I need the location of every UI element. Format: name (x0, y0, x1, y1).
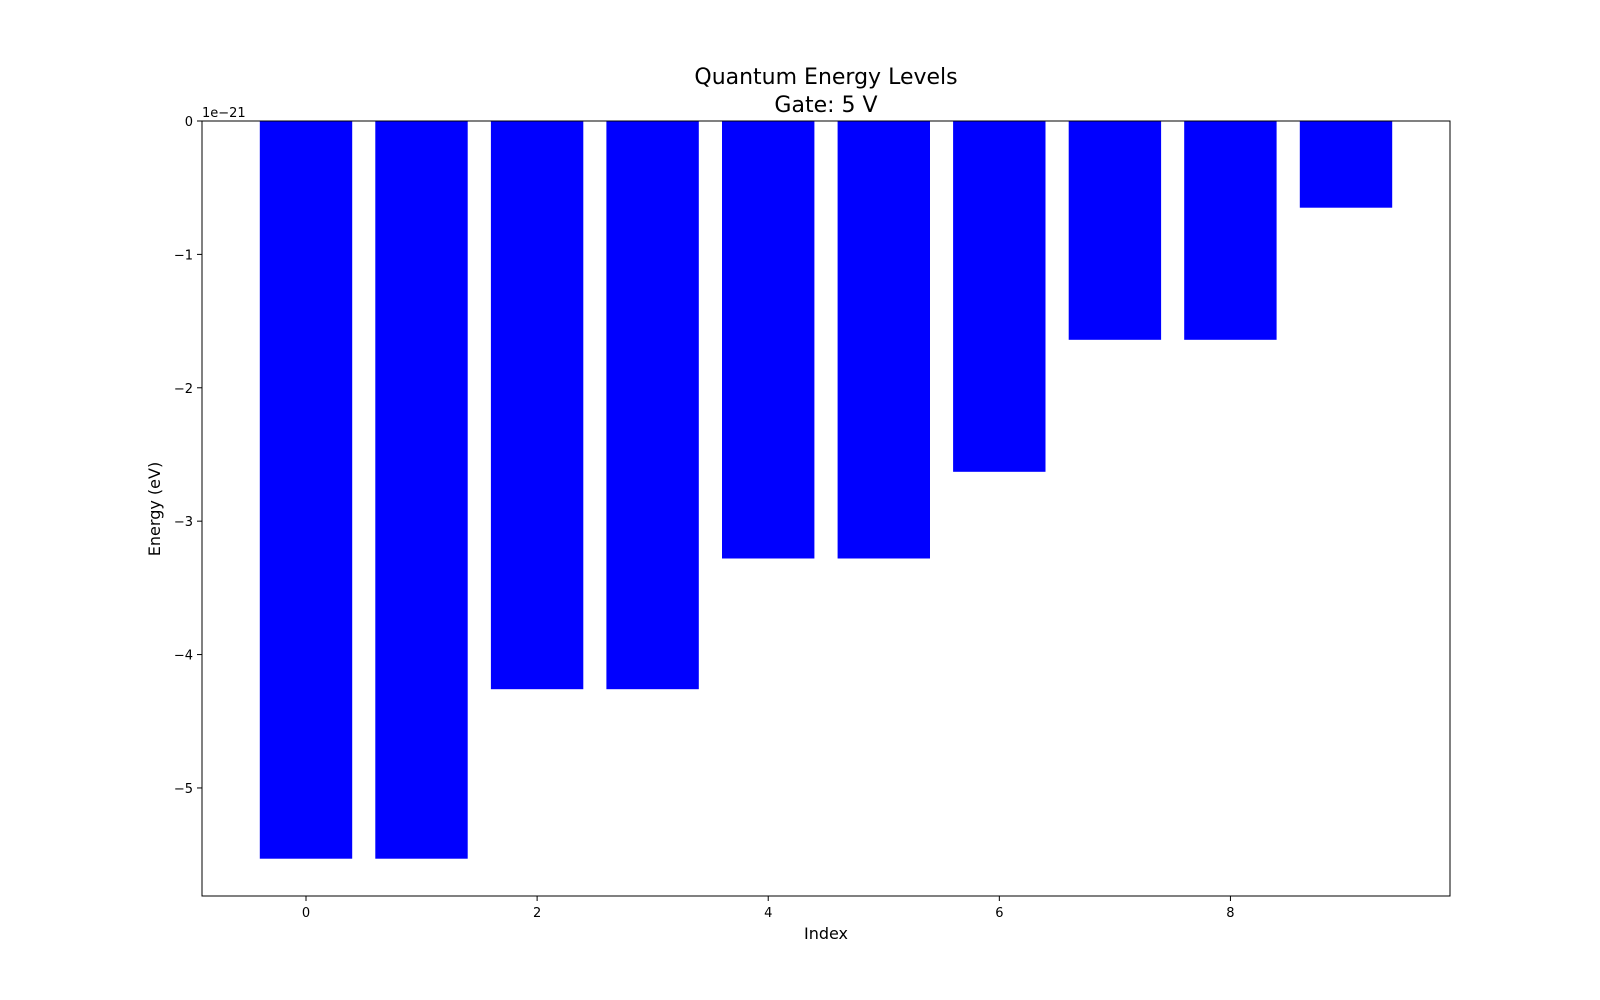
y-tick-label: −3 (174, 515, 193, 530)
x-axis-label: Index (804, 924, 848, 943)
bar-4 (722, 121, 815, 559)
chart-title: Quantum Energy Levels (694, 65, 957, 90)
ticks-layer: 0 2 4 6 8 0 −1 −2 −3 −4 −5 (174, 115, 1235, 921)
y-tick-label: −4 (174, 649, 193, 664)
y-tick-label: −1 (174, 248, 193, 263)
bar-0 (259, 121, 353, 859)
y-tick-label: −2 (174, 382, 193, 397)
bar-9 (1299, 121, 1393, 208)
x-tick-label: 4 (764, 906, 772, 921)
y-axis-label: Energy (eV) (145, 462, 164, 556)
bar-2 (490, 121, 584, 690)
bar-6 (953, 121, 1046, 472)
x-tick-label: 8 (1226, 906, 1234, 921)
x-tick-label: 2 (533, 906, 541, 921)
y-tick-label: −5 (174, 782, 193, 797)
bars-layer (259, 121, 1393, 859)
y-offset-label: 1e−21 (202, 106, 246, 121)
x-tick-label: 0 (302, 906, 310, 921)
bar-7 (1068, 121, 1162, 340)
bar-3 (606, 121, 699, 690)
plot-frame (201, 120, 1451, 897)
chart-subtitle: Gate: 5 V (774, 93, 877, 118)
x-tick-label: 6 (995, 906, 1003, 921)
bar-5 (837, 121, 930, 559)
bar-8 (1184, 121, 1277, 340)
bar-1 (375, 121, 468, 859)
y-tick-label: 0 (185, 115, 193, 130)
